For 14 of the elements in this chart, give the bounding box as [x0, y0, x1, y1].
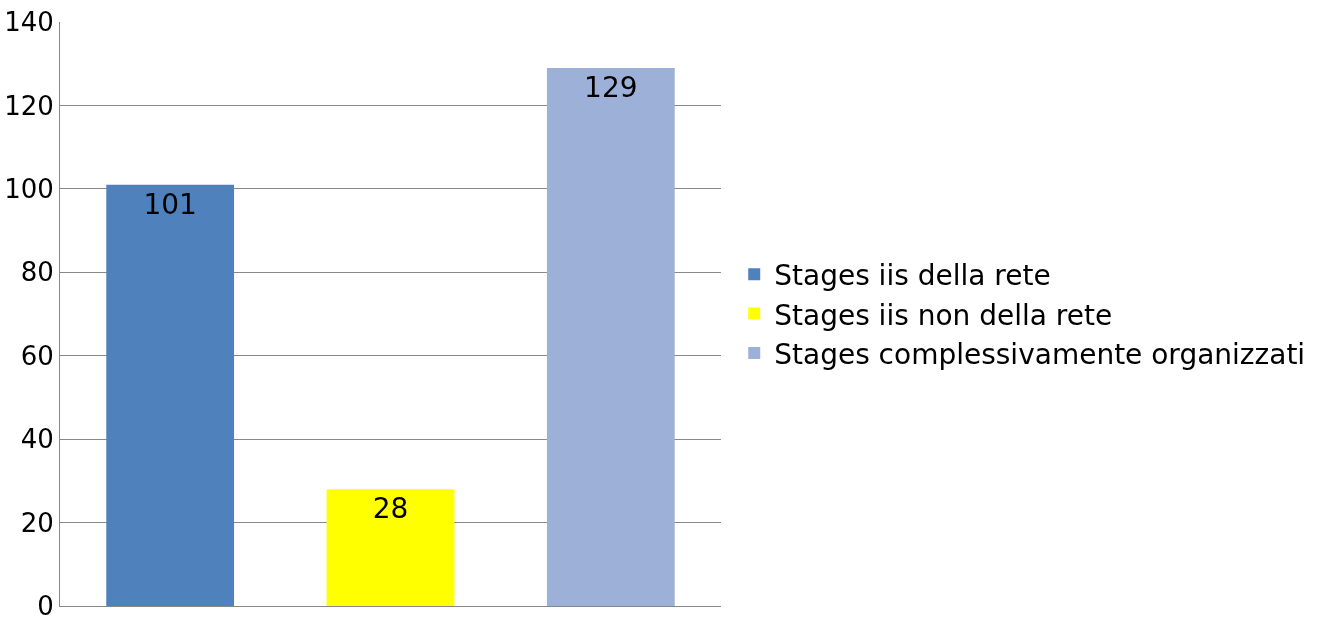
y-tick-label: 120 [4, 90, 54, 121]
y-tick-label: 20 [20, 507, 54, 538]
y-tick-label: 0 [37, 591, 54, 622]
y-tick-label: 100 [4, 173, 54, 204]
data-label: 101 [143, 187, 197, 221]
legend-label: Stages iis della rete [774, 259, 1051, 293]
y-tick-label: 80 [20, 257, 54, 288]
data-label: 28 [372, 492, 409, 526]
y-tick-label: 140 [4, 7, 54, 38]
legend-label: Stages iis non della rete [774, 298, 1113, 332]
y-tick-label: 40 [20, 424, 54, 455]
y-tick-label: 60 [20, 340, 54, 371]
data-label: 129 [584, 70, 638, 104]
legend-label: Stages complessivamente organizzati [774, 337, 1306, 371]
